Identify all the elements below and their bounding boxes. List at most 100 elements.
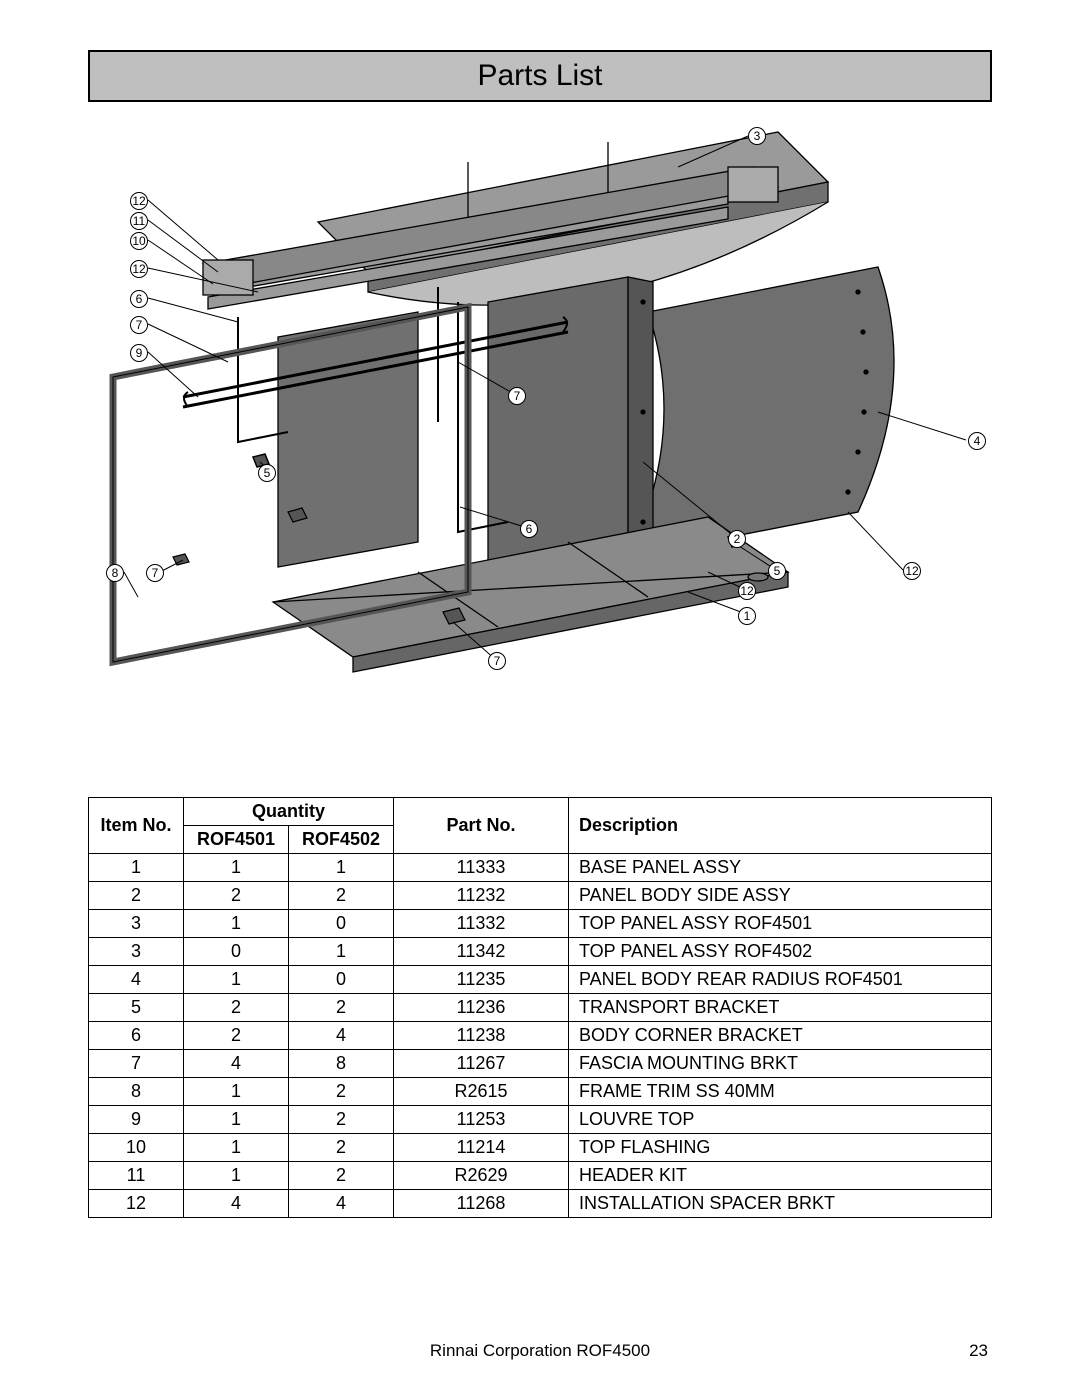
exploded-diagram: 3 12 11 10 12 6 7 9 7 4 5 6 2 8 7 5 12 12 1 7 bbox=[88, 112, 992, 727]
table-row: 1112R2629HEADER KIT bbox=[89, 1162, 992, 1190]
callout-number-icon: 4 bbox=[968, 432, 986, 450]
callout-6: 6 bbox=[520, 520, 538, 538]
callout-7: 7 bbox=[488, 652, 506, 670]
callout-7: 7 bbox=[508, 387, 526, 405]
callout-12: 12 bbox=[903, 562, 921, 580]
cell-qty-b: 2 bbox=[289, 1078, 394, 1106]
callout-number-icon: 5 bbox=[768, 562, 786, 580]
footer-center: Rinnai Corporation ROF4500 bbox=[0, 1341, 1080, 1361]
callout-number-icon: 12 bbox=[130, 192, 148, 210]
callout-number-icon: 7 bbox=[130, 316, 148, 334]
cell-item: 10 bbox=[89, 1134, 184, 1162]
col-header-qty-a: ROF4501 bbox=[184, 826, 289, 854]
table-header-row-1: Item No. Quantity Part No. Description bbox=[89, 798, 992, 826]
cell-part: 11236 bbox=[394, 994, 569, 1022]
cell-desc: TRANSPORT BRACKET bbox=[569, 994, 992, 1022]
callout-8: 8 bbox=[106, 564, 124, 582]
cell-part: R2629 bbox=[394, 1162, 569, 1190]
cell-qty-a: 1 bbox=[184, 854, 289, 882]
cell-qty-a: 1 bbox=[184, 1134, 289, 1162]
callout-number-icon: 12 bbox=[903, 562, 921, 580]
cell-part: 11214 bbox=[394, 1134, 569, 1162]
cell-desc: BASE PANEL ASSY bbox=[569, 854, 992, 882]
callout-number-icon: 11 bbox=[130, 212, 148, 230]
cell-desc: TOP PANEL ASSY ROF4502 bbox=[569, 938, 992, 966]
callout-number-icon: 7 bbox=[508, 387, 526, 405]
cell-desc: PANEL BODY REAR RADIUS ROF4501 bbox=[569, 966, 992, 994]
cell-qty-a: 2 bbox=[184, 882, 289, 910]
callout-number-icon: 1 bbox=[738, 607, 756, 625]
table-row: 62411238BODY CORNER BRACKET bbox=[89, 1022, 992, 1050]
diagram-svg bbox=[88, 112, 992, 727]
callout-number-icon: 8 bbox=[106, 564, 124, 582]
table-row: 11111333BASE PANEL ASSY bbox=[89, 854, 992, 882]
callout-number-icon: 6 bbox=[520, 520, 538, 538]
cell-part: 11235 bbox=[394, 966, 569, 994]
table-row: 74811267FASCIA MOUNTING BRKT bbox=[89, 1050, 992, 1078]
callout-5: 5 bbox=[258, 464, 276, 482]
cell-part: 11232 bbox=[394, 882, 569, 910]
cell-qty-b: 2 bbox=[289, 1106, 394, 1134]
table-row: 41011235PANEL BODY REAR RADIUS ROF4501 bbox=[89, 966, 992, 994]
col-header-desc: Description bbox=[569, 798, 992, 854]
cell-desc: TOP FLASHING bbox=[569, 1134, 992, 1162]
cell-item: 2 bbox=[89, 882, 184, 910]
cell-qty-a: 1 bbox=[184, 1162, 289, 1190]
cell-desc: TOP PANEL ASSY ROF4501 bbox=[569, 910, 992, 938]
cell-qty-a: 1 bbox=[184, 910, 289, 938]
cell-qty-a: 2 bbox=[184, 1022, 289, 1050]
cell-part: 11342 bbox=[394, 938, 569, 966]
cell-item: 7 bbox=[89, 1050, 184, 1078]
table-row: 101211214TOP FLASHING bbox=[89, 1134, 992, 1162]
cell-desc: PANEL BODY SIDE ASSY bbox=[569, 882, 992, 910]
cell-qty-a: 1 bbox=[184, 1078, 289, 1106]
table-row: 812R2615FRAME TRIM SS 40MM bbox=[89, 1078, 992, 1106]
cell-qty-b: 0 bbox=[289, 966, 394, 994]
callout-number-icon: 12 bbox=[738, 582, 756, 600]
parts-tbody: 11111333BASE PANEL ASSY22211232PANEL BOD… bbox=[89, 854, 992, 1218]
cell-qty-b: 1 bbox=[289, 938, 394, 966]
callout-number-icon: 12 bbox=[130, 260, 148, 278]
cell-qty-b: 4 bbox=[289, 1022, 394, 1050]
cell-qty-b: 4 bbox=[289, 1190, 394, 1218]
table-row: 91211253LOUVRE TOP bbox=[89, 1106, 992, 1134]
callout-number-icon: 6 bbox=[130, 290, 148, 308]
cell-part: 11333 bbox=[394, 854, 569, 882]
page-title: Parts List bbox=[477, 59, 602, 93]
cell-item: 3 bbox=[89, 938, 184, 966]
callout-12: 12 bbox=[130, 260, 148, 278]
cell-item: 4 bbox=[89, 966, 184, 994]
table-row: 30111342TOP PANEL ASSY ROF4502 bbox=[89, 938, 992, 966]
cell-item: 8 bbox=[89, 1078, 184, 1106]
table-row: 31011332TOP PANEL ASSY ROF4501 bbox=[89, 910, 992, 938]
callout-4: 4 bbox=[968, 432, 986, 450]
cell-qty-a: 1 bbox=[184, 1106, 289, 1134]
callout-number-icon: 5 bbox=[258, 464, 276, 482]
cell-qty-a: 4 bbox=[184, 1050, 289, 1078]
footer-page-number: 23 bbox=[969, 1341, 988, 1361]
cell-desc: FASCIA MOUNTING BRKT bbox=[569, 1050, 992, 1078]
callout-9: 9 bbox=[130, 344, 148, 362]
cell-desc: BODY CORNER BRACKET bbox=[569, 1022, 992, 1050]
col-header-part: Part No. bbox=[394, 798, 569, 854]
cell-item: 6 bbox=[89, 1022, 184, 1050]
callout-2: 2 bbox=[728, 530, 746, 548]
callout-number-icon: 10 bbox=[130, 232, 148, 250]
cell-desc: HEADER KIT bbox=[569, 1162, 992, 1190]
callout-1: 1 bbox=[738, 607, 756, 625]
cell-part: R2615 bbox=[394, 1078, 569, 1106]
table-row: 52211236TRANSPORT BRACKET bbox=[89, 994, 992, 1022]
callout-3: 3 bbox=[748, 127, 766, 145]
cell-qty-b: 1 bbox=[289, 854, 394, 882]
callout-number-icon: 9 bbox=[130, 344, 148, 362]
cell-qty-b: 2 bbox=[289, 1162, 394, 1190]
cell-qty-b: 2 bbox=[289, 882, 394, 910]
callout-10: 10 bbox=[130, 232, 148, 250]
cell-item: 11 bbox=[89, 1162, 184, 1190]
cell-item: 1 bbox=[89, 854, 184, 882]
callout-7: 7 bbox=[146, 564, 164, 582]
cell-part: 11253 bbox=[394, 1106, 569, 1134]
cell-item: 5 bbox=[89, 994, 184, 1022]
page-title-bar: Parts List bbox=[88, 50, 992, 102]
callout-12: 12 bbox=[130, 192, 148, 210]
